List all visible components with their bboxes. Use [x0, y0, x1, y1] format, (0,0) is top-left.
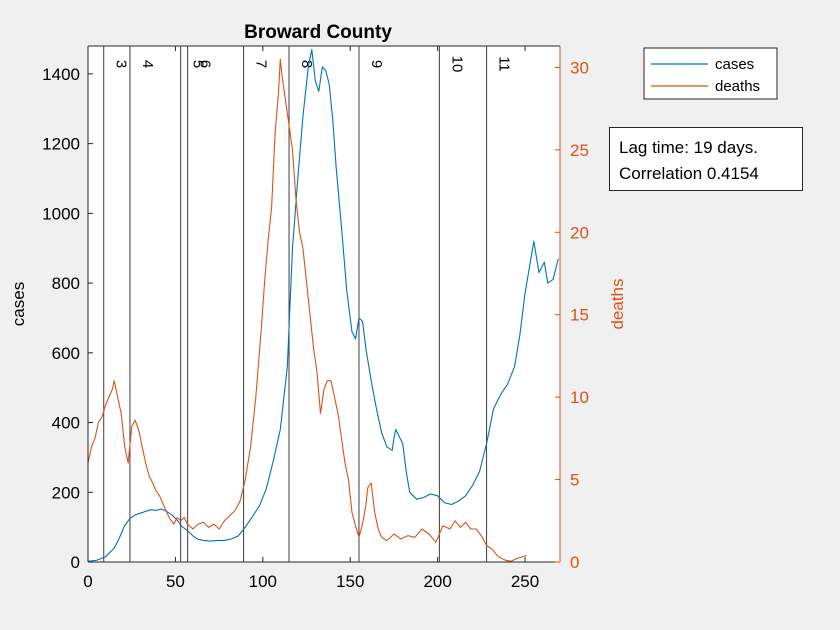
correlation-text: Correlation 0.4154 — [619, 164, 759, 183]
left-y-tick-label: 400 — [52, 414, 80, 433]
axes-group: 0 50 100 150 200 2500200400600800100012001400… — [42, 45, 589, 591]
event-lines-group: 3 4 56 7 8 9 10 11 — [103, 46, 513, 562]
event-label-6: 6 — [197, 60, 214, 68]
right-y-tick-label: 30 — [570, 58, 589, 77]
x-tick-label: 50 — [166, 572, 185, 591]
event-label-8: 8 — [298, 60, 315, 68]
legend-box — [643, 47, 778, 100]
right-y-tick-label: 25 — [570, 141, 589, 160]
left-axis-label: cases — [9, 282, 28, 326]
legend-label-deaths: deaths — [715, 78, 760, 95]
left-y-tick-label: 0 — [71, 553, 80, 572]
legend-label-cases: cases — [715, 56, 754, 73]
event-label-10: 10 — [448, 56, 465, 73]
x-tick-label: 250 — [511, 572, 539, 591]
left-y-tick-label: 1200 — [42, 135, 80, 154]
x-tick-label: 150 — [336, 572, 364, 591]
series-line-cases — [87, 48, 559, 562]
series-line-deaths — [87, 58, 527, 562]
x-tick-label: 100 — [249, 572, 277, 591]
event-label-4: 4 — [139, 60, 156, 68]
series-group — [87, 48, 559, 562]
event-label-5: 5 — [190, 60, 207, 68]
chart-title: Broward County — [244, 22, 392, 43]
left-y-tick-label: 200 — [52, 483, 80, 502]
legend: cases deaths — [643, 47, 778, 100]
plot-area — [88, 46, 560, 562]
event-label-7: 7 — [253, 60, 270, 68]
lag-correlation-box: Lag time: 19 days. Correlation 0.4154 — [609, 127, 803, 191]
event-label-11: 11 — [496, 56, 513, 72]
x-tick-label: 200 — [423, 572, 451, 591]
event-label-9: 9 — [368, 60, 385, 68]
x-tick-label: 0 — [83, 572, 92, 591]
left-y-tick-label: 800 — [52, 274, 80, 293]
right-y-tick-label: 15 — [570, 306, 589, 325]
left-y-tick-label: 600 — [52, 344, 80, 363]
right-y-tick-label: 20 — [570, 223, 589, 242]
right-y-tick-label: 10 — [570, 388, 589, 407]
left-y-tick-label: 1400 — [42, 65, 80, 84]
event-label-3: 3 — [113, 60, 130, 68]
left-y-tick-label: 1000 — [42, 204, 80, 223]
right-y-tick-label: 5 — [570, 471, 579, 490]
right-y-tick-label: 0 — [570, 553, 579, 572]
right-axis-label: deaths — [608, 278, 627, 329]
lag-time-text: Lag time: 19 days. — [619, 138, 758, 157]
